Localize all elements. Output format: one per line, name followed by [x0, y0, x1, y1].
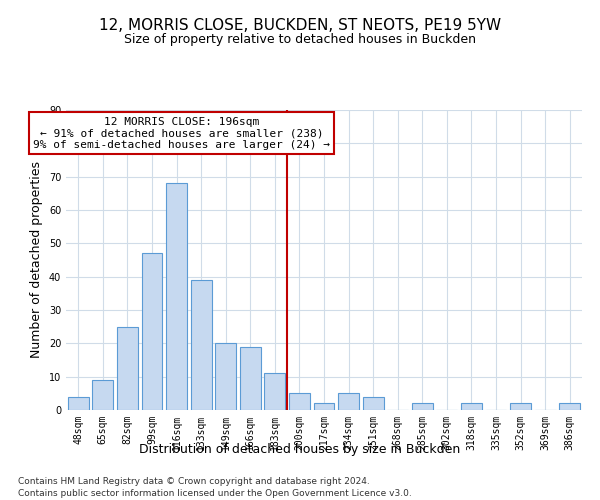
Bar — [338, 394, 359, 410]
Bar — [412, 404, 433, 410]
Bar — [289, 394, 310, 410]
Bar — [215, 344, 236, 410]
Bar — [510, 404, 531, 410]
Bar — [166, 184, 187, 410]
Text: Contains HM Land Registry data © Crown copyright and database right 2024.: Contains HM Land Registry data © Crown c… — [18, 478, 370, 486]
Text: 12, MORRIS CLOSE, BUCKDEN, ST NEOTS, PE19 5YW: 12, MORRIS CLOSE, BUCKDEN, ST NEOTS, PE1… — [99, 18, 501, 32]
Bar — [461, 404, 482, 410]
Bar — [142, 254, 163, 410]
Bar — [117, 326, 138, 410]
Bar — [240, 346, 261, 410]
Bar — [314, 404, 334, 410]
Text: 12 MORRIS CLOSE: 196sqm
← 91% of detached houses are smaller (238)
9% of semi-de: 12 MORRIS CLOSE: 196sqm ← 91% of detache… — [33, 116, 330, 150]
Bar — [191, 280, 212, 410]
Text: Contains public sector information licensed under the Open Government Licence v3: Contains public sector information licen… — [18, 489, 412, 498]
Bar — [265, 374, 286, 410]
Bar — [68, 396, 89, 410]
Bar — [92, 380, 113, 410]
Bar — [362, 396, 383, 410]
Bar — [559, 404, 580, 410]
Y-axis label: Number of detached properties: Number of detached properties — [30, 162, 43, 358]
Text: Size of property relative to detached houses in Buckden: Size of property relative to detached ho… — [124, 32, 476, 46]
Text: Distribution of detached houses by size in Buckden: Distribution of detached houses by size … — [139, 442, 461, 456]
